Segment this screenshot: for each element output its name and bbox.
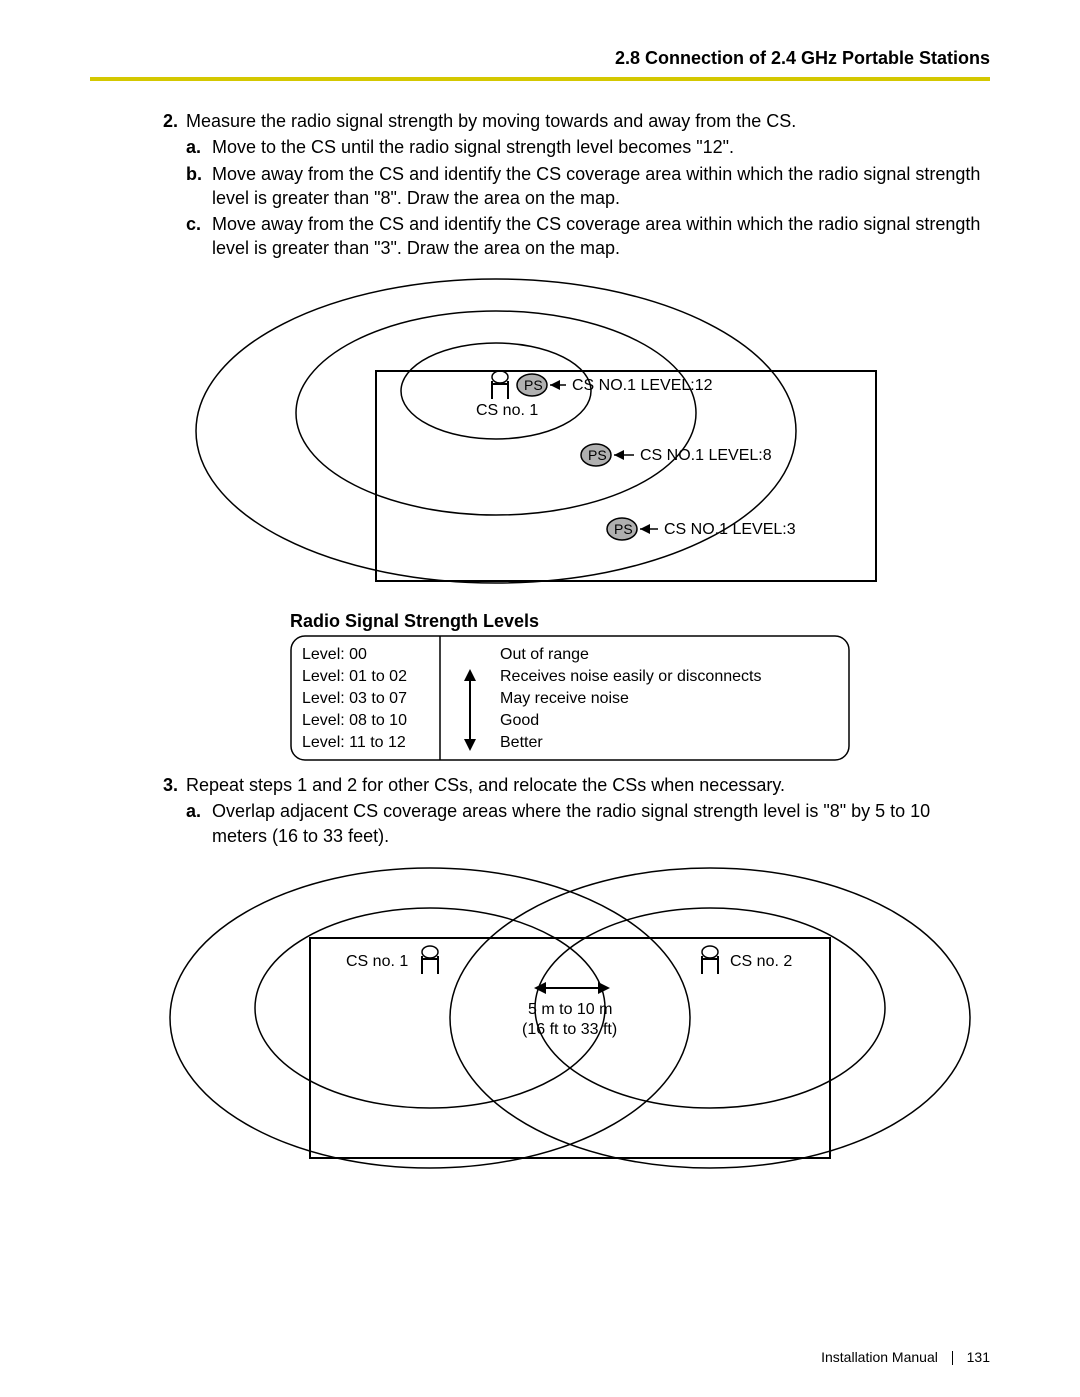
- section-header: 2.8 Connection of 2.4 GHz Portable Stati…: [90, 48, 990, 69]
- step2c-letter: c.: [186, 212, 212, 261]
- lvl-row3-l: Level: 08 to 10: [302, 712, 407, 729]
- signal-strength-table: Level: 00 Level: 01 to 02 Level: 03 to 0…: [290, 635, 990, 765]
- footer-divider: [952, 1351, 953, 1365]
- d1-ps8: PS: [588, 447, 607, 463]
- coverage-diagram-1: CS no. 1 PS CS NO.1 LEVEL:12 PS CS NO.1 …: [186, 271, 990, 601]
- lvl-row0-d: Out of range: [500, 646, 589, 663]
- lvl-row2-l: Level: 03 to 07: [302, 690, 407, 707]
- step2a-text: Move to the CS until the radio signal st…: [212, 135, 990, 159]
- lvl-row1-d: Receives noise easily or disconnects: [500, 668, 761, 685]
- lvl-row3-d: Good: [500, 712, 539, 729]
- d2-cs1-label: CS no. 1: [346, 953, 408, 970]
- step3a-text: Overlap adjacent CS coverage areas where…: [212, 799, 990, 848]
- d1-ps12: PS: [524, 377, 543, 393]
- d2-dist1: 5 m to 10 m: [528, 1001, 612, 1018]
- d1-lvl3: CS NO.1 LEVEL:3: [664, 521, 796, 538]
- lvl-row4-d: Better: [500, 734, 543, 751]
- step3-number: 3.: [148, 773, 186, 797]
- step3-text: Repeat steps 1 and 2 for other CSs, and …: [186, 773, 990, 797]
- footer-manual: Installation Manual: [821, 1349, 938, 1365]
- lvl-row4-l: Level: 11 to 12: [302, 734, 406, 751]
- d1-lvl12: CS NO.1 LEVEL:12: [572, 377, 713, 394]
- coverage-diagram-2: CS no. 1 CS no. 2 5 m to 10 m (16 ft to …: [150, 858, 990, 1188]
- step2-number: 2.: [148, 109, 186, 133]
- lvl-row1-l: Level: 01 to 02: [302, 668, 407, 685]
- footer-page: 131: [967, 1349, 990, 1365]
- page-footer: Installation Manual 131: [821, 1349, 990, 1365]
- d1-ps3: PS: [614, 521, 633, 537]
- d1-lvl8: CS NO.1 LEVEL:8: [640, 447, 772, 464]
- lvl-row0-l: Level: 00: [302, 646, 367, 663]
- d2-cs2-label: CS no. 2: [730, 953, 792, 970]
- lvl-row2-d: May receive noise: [500, 690, 629, 707]
- step2-text: Measure the radio signal strength by mov…: [186, 109, 990, 133]
- step3a-letter: a.: [186, 799, 212, 848]
- step2a-letter: a.: [186, 135, 212, 159]
- step2b-text: Move away from the CS and identify the C…: [212, 162, 990, 211]
- step2c-text: Move away from the CS and identify the C…: [212, 212, 990, 261]
- d2-dist2: (16 ft to 33 ft): [522, 1021, 617, 1038]
- d1-cs-label: CS no. 1: [476, 402, 538, 419]
- header-rule: [90, 77, 990, 81]
- step2b-letter: b.: [186, 162, 212, 211]
- signal-table-title: Radio Signal Strength Levels: [290, 609, 990, 633]
